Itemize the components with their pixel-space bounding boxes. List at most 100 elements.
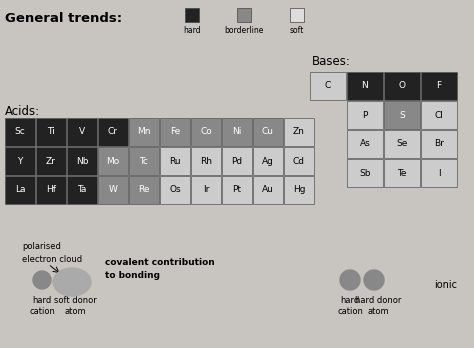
Text: Mo: Mo (106, 157, 119, 166)
Text: I: I (438, 168, 440, 177)
Text: hard: hard (340, 296, 360, 305)
Text: As: As (360, 140, 370, 149)
Text: hard: hard (183, 26, 201, 35)
Text: Co: Co (200, 127, 212, 136)
Bar (160, 176, 190, 204)
Text: C: C (325, 81, 331, 90)
Text: Os: Os (169, 185, 181, 195)
Text: Se: Se (396, 140, 408, 149)
Bar (421, 130, 457, 158)
Text: atom: atom (64, 307, 86, 316)
Text: Nb: Nb (76, 157, 88, 166)
Text: N: N (362, 81, 368, 90)
Bar (253, 118, 283, 146)
Text: to bonding: to bonding (105, 271, 160, 280)
Text: Tc: Tc (139, 157, 148, 166)
Text: Hf: Hf (46, 185, 56, 195)
Text: Zr: Zr (46, 157, 56, 166)
Text: Mn: Mn (137, 127, 151, 136)
Text: Y: Y (18, 157, 23, 166)
Bar (310, 72, 346, 100)
Text: Ag: Ag (262, 157, 274, 166)
Circle shape (340, 270, 360, 290)
Text: Br: Br (434, 140, 444, 149)
Text: Ir: Ir (203, 185, 209, 195)
Bar (36, 118, 66, 146)
Text: Ni: Ni (232, 127, 242, 136)
Bar (253, 147, 283, 175)
Text: Cl: Cl (435, 111, 444, 119)
Bar (384, 159, 420, 187)
Text: cation: cation (337, 307, 363, 316)
Bar (222, 176, 252, 204)
Bar (36, 176, 66, 204)
Text: polarised: polarised (22, 242, 61, 251)
Text: Rh: Rh (200, 157, 212, 166)
Circle shape (33, 271, 51, 289)
Bar (5, 118, 35, 146)
Bar (347, 72, 383, 100)
Bar (185, 8, 199, 22)
Bar (98, 147, 128, 175)
Bar (222, 118, 252, 146)
Bar (67, 118, 97, 146)
Text: Pt: Pt (233, 185, 241, 195)
Bar (284, 118, 314, 146)
Text: Cr: Cr (108, 127, 118, 136)
Text: Zn: Zn (293, 127, 305, 136)
Text: hard donor: hard donor (355, 296, 401, 305)
Bar (384, 72, 420, 100)
Bar (191, 118, 221, 146)
Text: S: S (399, 111, 405, 119)
Text: covalent contribution: covalent contribution (105, 258, 215, 267)
Bar (160, 147, 190, 175)
Bar (98, 176, 128, 204)
Bar (237, 8, 251, 22)
Text: atom: atom (367, 307, 389, 316)
Bar (284, 147, 314, 175)
Bar (384, 130, 420, 158)
Text: ionic: ionic (435, 280, 457, 290)
Text: O: O (399, 81, 405, 90)
Bar (5, 176, 35, 204)
Text: F: F (437, 81, 442, 90)
Bar (67, 147, 97, 175)
Bar (36, 147, 66, 175)
Bar (347, 101, 383, 129)
Bar (129, 118, 159, 146)
Text: General trends:: General trends: (5, 12, 122, 25)
Text: Te: Te (397, 168, 407, 177)
Bar (347, 130, 383, 158)
Text: W: W (109, 185, 118, 195)
Bar (191, 176, 221, 204)
Bar (191, 147, 221, 175)
Bar (421, 101, 457, 129)
Text: Cu: Cu (262, 127, 274, 136)
Text: Re: Re (138, 185, 150, 195)
Text: Sc: Sc (15, 127, 26, 136)
Text: hard: hard (32, 296, 52, 305)
Text: V: V (79, 127, 85, 136)
Text: Bases:: Bases: (312, 55, 351, 68)
Bar (253, 176, 283, 204)
Bar (290, 8, 304, 22)
Bar (384, 101, 420, 129)
Text: Ta: Ta (77, 185, 87, 195)
Bar (129, 147, 159, 175)
Text: Hg: Hg (293, 185, 305, 195)
Bar (222, 147, 252, 175)
Text: P: P (362, 111, 368, 119)
Text: soft donor: soft donor (54, 296, 96, 305)
Bar (5, 147, 35, 175)
Text: La: La (15, 185, 25, 195)
Bar (421, 159, 457, 187)
Text: Fe: Fe (170, 127, 180, 136)
Bar (160, 118, 190, 146)
Text: Pd: Pd (231, 157, 243, 166)
Bar (347, 159, 383, 187)
Bar (129, 176, 159, 204)
Ellipse shape (53, 268, 91, 296)
Text: Ru: Ru (169, 157, 181, 166)
Text: Sb: Sb (359, 168, 371, 177)
Text: borderline: borderline (224, 26, 264, 35)
